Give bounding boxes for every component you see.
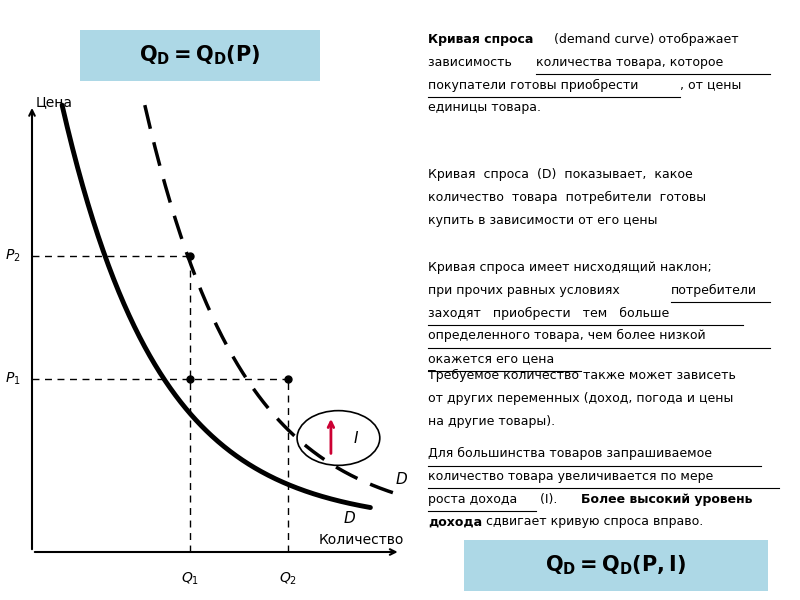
Text: сдвигает кривую спроса вправо.: сдвигает кривую спроса вправо. xyxy=(482,515,703,529)
Text: единицы товара.: единицы товара. xyxy=(428,101,541,115)
Text: заходят   приобрести   тем   больше: заходят приобрести тем больше xyxy=(428,307,670,320)
Text: при прочих равных условиях: при прочих равных условиях xyxy=(428,284,624,297)
Text: , от цены: , от цены xyxy=(680,79,742,92)
Text: $D$: $D$ xyxy=(343,510,356,526)
Text: Кривая  спроса  (D)  показывает,  какое: Кривая спроса (D) показывает, какое xyxy=(428,168,693,181)
Text: окажется его цена: окажется его цена xyxy=(428,352,554,365)
Text: $\mathbf{Q_D=Q_D(P,I)}$: $\mathbf{Q_D=Q_D(P,I)}$ xyxy=(546,554,686,577)
Text: потребители: потребители xyxy=(671,284,757,297)
Text: $P_2$: $P_2$ xyxy=(5,247,21,264)
Text: Более высокий уровень: Более высокий уровень xyxy=(581,493,753,506)
Text: Кривая спроса: Кривая спроса xyxy=(428,33,534,46)
Text: количество товара увеличивается по мере: количество товара увеличивается по мере xyxy=(428,470,714,483)
Text: $\mathbf{Q_D=Q_D(P)}$: $\mathbf{Q_D=Q_D(P)}$ xyxy=(139,44,261,67)
Text: $P_1$: $P_1$ xyxy=(5,371,21,387)
Text: $Q_1$: $Q_1$ xyxy=(181,570,199,587)
Text: купить в зависимости от его цены: купить в зависимости от его цены xyxy=(428,214,658,227)
Text: от других переменных (доход, погода и цены: от других переменных (доход, погода и це… xyxy=(428,392,734,405)
Text: покупатели готовы приобрести: покупатели готовы приобрести xyxy=(428,79,638,92)
Text: Цена: Цена xyxy=(36,95,73,110)
Text: Для большинства товаров запрашиваемое: Для большинства товаров запрашиваемое xyxy=(428,447,712,460)
Text: зависимость: зависимость xyxy=(428,56,516,69)
Text: Требуемое количество также может зависеть: Требуемое количество также может зависет… xyxy=(428,369,736,382)
Text: Количество: Количество xyxy=(319,533,404,547)
Text: $Q_2$: $Q_2$ xyxy=(278,570,297,587)
Text: $I$: $I$ xyxy=(354,430,359,446)
Text: роста дохода: роста дохода xyxy=(428,493,518,506)
Text: (I).: (I). xyxy=(536,493,562,506)
Text: дохода: дохода xyxy=(428,515,482,529)
Text: количество  товара  потребители  готовы: количество товара потребители готовы xyxy=(428,191,706,204)
Text: Кривая спроса имеет нисходящий наклон;: Кривая спроса имеет нисходящий наклон; xyxy=(428,261,712,274)
Text: на другие товары).: на другие товары). xyxy=(428,415,555,428)
Text: $D$: $D$ xyxy=(395,471,408,487)
Text: количества товара, которое: количества товара, которое xyxy=(536,56,723,69)
Text: определенного товара, чем более низкой: определенного товара, чем более низкой xyxy=(428,329,706,343)
Text: (demand curve) отображает: (demand curve) отображает xyxy=(550,33,738,46)
